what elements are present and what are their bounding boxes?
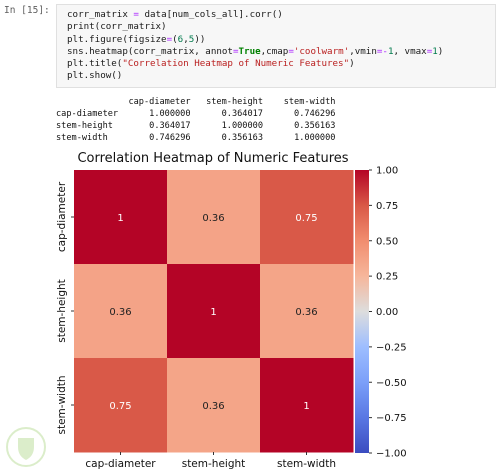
table-cell: 0.356163 — [294, 121, 336, 131]
code-token: = — [232, 45, 239, 57]
heatmap-annotation: 0.75 — [109, 401, 131, 412]
x-tick-label: stem-height — [182, 458, 246, 470]
code-line: sns.heatmap(corr_matrix, annot=True,cmap… — [67, 46, 443, 57]
code-token: )) — [194, 33, 206, 45]
y-tick-label: stem-height — [56, 279, 68, 343]
code-token: (corr_matrix) — [94, 21, 167, 33]
colorbar — [355, 170, 369, 453]
y-tick-label: stem-width — [56, 375, 68, 434]
table-cell: 0.364017 — [221, 109, 263, 119]
heatmap-cell — [167, 264, 261, 359]
heatmap-cell — [74, 170, 168, 265]
cell-prompt: In [15]: — [4, 5, 50, 16]
code-token: 1 — [432, 45, 438, 57]
heatmap-cell — [74, 264, 168, 359]
printed-correlation-matrix: cap-diameter stem-height stem-width cap-… — [56, 96, 335, 144]
table-column-header: stem-height — [206, 97, 263, 107]
code-token: ( — [172, 33, 178, 45]
table-cell: 0.746296 — [149, 133, 191, 143]
code-token: corr_matrix — [67, 9, 134, 20]
code-token: plt.show() — [67, 70, 123, 82]
table-cell: 0.356163 — [221, 133, 264, 143]
colorbar-tick-label: −0.25 — [376, 342, 407, 353]
code-token: , — [183, 33, 189, 45]
code-cell-input[interactable]: corr_matrix = data[num_cols_all].corr() … — [56, 4, 496, 88]
code-editor[interactable]: corr_matrix = data[num_cols_all].corr() … — [67, 9, 443, 83]
code-token: 'coolwarm' — [293, 45, 350, 57]
table-cell: 1.000000 — [221, 121, 264, 131]
table-cell: 0.364017 — [149, 121, 191, 131]
heatmap-annotation: 0.36 — [202, 401, 224, 412]
code-token: 1 — [387, 45, 394, 57]
table-cell: 1.000000 — [149, 109, 191, 119]
code-line: plt.figure(figsize=(6,5)) — [67, 34, 205, 45]
chart-title: Correlation Heatmap of Numeric Features — [77, 151, 348, 166]
code-token: = — [288, 45, 294, 57]
x-tick-label: cap-diameter — [85, 458, 156, 470]
code-line: print(corr_matrix) — [67, 21, 167, 32]
heatmap-annotation: 1 — [210, 307, 216, 318]
code-token: True — [238, 45, 261, 57]
table-row-label: cap-diameter — [56, 109, 119, 119]
code-token: "Correlation Heatmap of Numeric Features… — [122, 58, 350, 70]
table-cell: 0.746296 — [294, 109, 336, 119]
code-token: , vmax — [393, 45, 427, 57]
heatmap-cell — [167, 170, 261, 265]
heatmap-annotation: 0.36 — [109, 307, 131, 318]
table-row-label: stem-width — [56, 133, 108, 143]
colorbar-tick-label: −0.75 — [376, 413, 407, 424]
heatmap-annotation: 0.36 — [202, 213, 224, 224]
colorbar-tick-label: 0.25 — [376, 272, 398, 283]
code-token: ) — [349, 58, 355, 70]
code-token: ,cmap — [260, 45, 289, 57]
y-tick-label: cap-diameter — [56, 181, 68, 252]
heatmap-annotation: 0.75 — [295, 213, 317, 224]
code-token: = — [133, 9, 139, 20]
heatmap-annotation: 1 — [117, 213, 123, 224]
code-token: = — [166, 33, 173, 45]
colorbar-tick-label: −0.50 — [376, 378, 407, 389]
code-line: plt.show() — [67, 70, 122, 81]
watermark-logo — [6, 427, 46, 467]
code-token: 6 — [177, 33, 184, 45]
code-token: =- — [376, 45, 388, 57]
code-token: print — [67, 21, 95, 33]
colorbar-tick-label: −1.00 — [376, 449, 407, 460]
code-line: corr_matrix = data[num_cols_all].corr() — [67, 9, 283, 20]
code-token: plt.title( — [67, 58, 123, 70]
code-token: ,vmin — [349, 45, 377, 57]
code-token: sns.heatmap(corr_matrix, annot — [67, 45, 233, 57]
heatmap-cell — [260, 170, 354, 265]
code-line: plt.title("Correlation Heatmap of Numeri… — [67, 58, 355, 69]
heatmap-cell — [260, 264, 354, 359]
heatmap-annotation: 1 — [303, 401, 309, 412]
code-token: 5 — [188, 33, 195, 45]
colorbar-tick-label: 0.50 — [376, 236, 398, 247]
table-cell: 1.000000 — [294, 133, 336, 143]
code-token: plt.figure(figsize — [67, 33, 167, 45]
table-row-label: stem-height — [56, 121, 113, 131]
code-token: data[num_cols_all].corr() — [138, 9, 283, 20]
code-token: ) — [437, 45, 444, 57]
code-token: = — [426, 45, 433, 57]
colorbar-tick-label: 1.00 — [376, 166, 398, 177]
heatmap-cell — [74, 358, 168, 453]
table-column-header: cap-diameter — [128, 97, 191, 107]
heatmap-cell — [167, 358, 261, 453]
heatmap-cell — [260, 358, 354, 453]
x-tick-label: stem-width — [277, 458, 336, 470]
table-column-header: stem-width — [283, 97, 336, 107]
heatmap-annotation: 0.36 — [295, 307, 317, 318]
colorbar-tick-label: 0.75 — [376, 201, 398, 212]
colorbar-tick-label: 0.00 — [376, 307, 398, 318]
